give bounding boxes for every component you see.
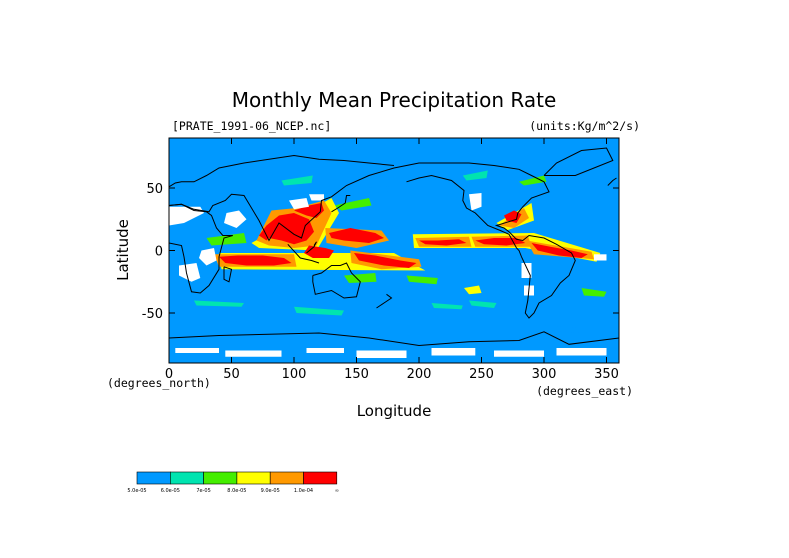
antarctic-missing-data (306, 348, 344, 353)
precip-region-level-3 (581, 288, 607, 297)
missing-data-region (199, 248, 217, 266)
coastline (376, 293, 393, 309)
missing-data-region (594, 254, 607, 261)
antarctic-missing-data (556, 348, 607, 356)
y-tick-label: 50 (146, 182, 163, 197)
coastline (312, 262, 361, 299)
antarctic-missing-data (175, 348, 219, 353)
missing-data-region (521, 263, 532, 278)
x-axis-title: Longitude (357, 402, 432, 420)
colorbar-label: ∞ (335, 488, 339, 494)
x-tick-label: 350 (594, 367, 619, 382)
precip-region-level-1 (544, 325, 582, 333)
colorbar-swatch (170, 471, 204, 485)
antarctic-missing-data (225, 350, 282, 357)
precip-region-level-2 (194, 300, 244, 307)
precip-region-level-3 (519, 175, 547, 186)
y-unit-note: (degrees_north) (107, 376, 211, 390)
precip-region-level-6 (475, 238, 526, 246)
missing-data-region (169, 206, 204, 226)
precip-region-level-6 (294, 203, 324, 218)
colorbar-swatch (136, 471, 171, 485)
colorbar: 5.0e-05 6.0e-05 7e-05 8.0e-05 9.0e-05 1.0e-04… (127, 471, 339, 494)
precip-region-level-6 (531, 243, 588, 258)
precip-region-level-6 (419, 239, 467, 246)
y-axis-title: Latitude (114, 219, 132, 281)
coastline (169, 154, 395, 188)
coastlines (169, 147, 619, 347)
x-tick-label: 50 (223, 367, 240, 382)
coastline (169, 162, 576, 319)
colorbar-swatch (269, 471, 304, 485)
x-tick-label: 300 (532, 367, 557, 382)
precip-region-level-6 (219, 255, 292, 266)
plot-area (168, 137, 620, 364)
coastline (169, 203, 233, 294)
antarctic-missing-data (431, 348, 476, 356)
coastline (223, 266, 233, 283)
coastline (331, 195, 351, 213)
masked-land (169, 193, 607, 358)
colorbar-label: 5.0e-05 (127, 488, 146, 494)
colorbar-label: 8.0e-05 (227, 488, 246, 494)
chart-title: Monthly Mean Precipitation Rate (232, 88, 557, 112)
precip-region-level-2 (294, 306, 344, 316)
precip-region-level-3 (334, 198, 372, 211)
colorbar-label: 6.0e-05 (161, 488, 180, 494)
missing-data-region (179, 263, 201, 282)
dataset-filename: [PRATE_1991-06_NCEP.nc] (172, 119, 331, 133)
colorbar-swatch (236, 471, 271, 485)
precip-region-level-3 (344, 273, 377, 283)
precip-regions (194, 170, 607, 333)
precip-region-level-6 (504, 210, 522, 223)
precip-region-level-4 (464, 285, 482, 295)
coastline (306, 241, 317, 254)
precip-region-level-1 (369, 185, 394, 193)
precip-region-level-2 (431, 303, 463, 310)
units-label: (units:Kg/m^2/s) (529, 119, 640, 133)
x-tick-label: 200 (407, 367, 432, 382)
coastline (543, 147, 614, 176)
missing-data-region (289, 198, 309, 210)
colorbar-label: 7e-05 (196, 488, 210, 494)
x-axis: 0 50 100 150 200 250 300 350 (165, 138, 619, 382)
colorbar-label: 9.0e-05 (261, 488, 280, 494)
y-tick-label: 0 (155, 245, 163, 260)
coastline (169, 331, 619, 347)
coastline (287, 243, 320, 264)
y-axis: -50 0 50 (142, 182, 619, 322)
precip-region-level-1 (206, 319, 238, 326)
y-tick-label: -50 (142, 307, 163, 322)
x-tick-label: 100 (282, 367, 307, 382)
precip-region-level-3 (206, 233, 247, 246)
x-tick-label: 0 (165, 367, 173, 382)
precip-region-level-2 (281, 175, 313, 186)
x-tick-label: 250 (469, 367, 494, 382)
colorbar-swatch (303, 471, 338, 485)
missing-data-region (469, 193, 482, 211)
precip-region-level-6 (354, 253, 417, 268)
precip-region-level-6 (259, 228, 274, 241)
precip-region-level-2 (462, 170, 488, 181)
precip-region-level-2 (469, 300, 497, 308)
x-tick-label: 150 (344, 367, 369, 382)
colorbar-label: 1.0e-04 (294, 488, 313, 494)
coastline (607, 177, 617, 186)
antarctic-missing-data (356, 350, 407, 358)
missing-data-region (309, 194, 324, 201)
missing-data-region (224, 210, 247, 228)
colorbar-swatch (203, 471, 238, 485)
antarctic-missing-data (494, 350, 544, 357)
precip-region-level-3 (406, 275, 438, 285)
x-unit-note: (degrees_east) (536, 384, 633, 398)
precip-region-level-6 (329, 228, 384, 243)
